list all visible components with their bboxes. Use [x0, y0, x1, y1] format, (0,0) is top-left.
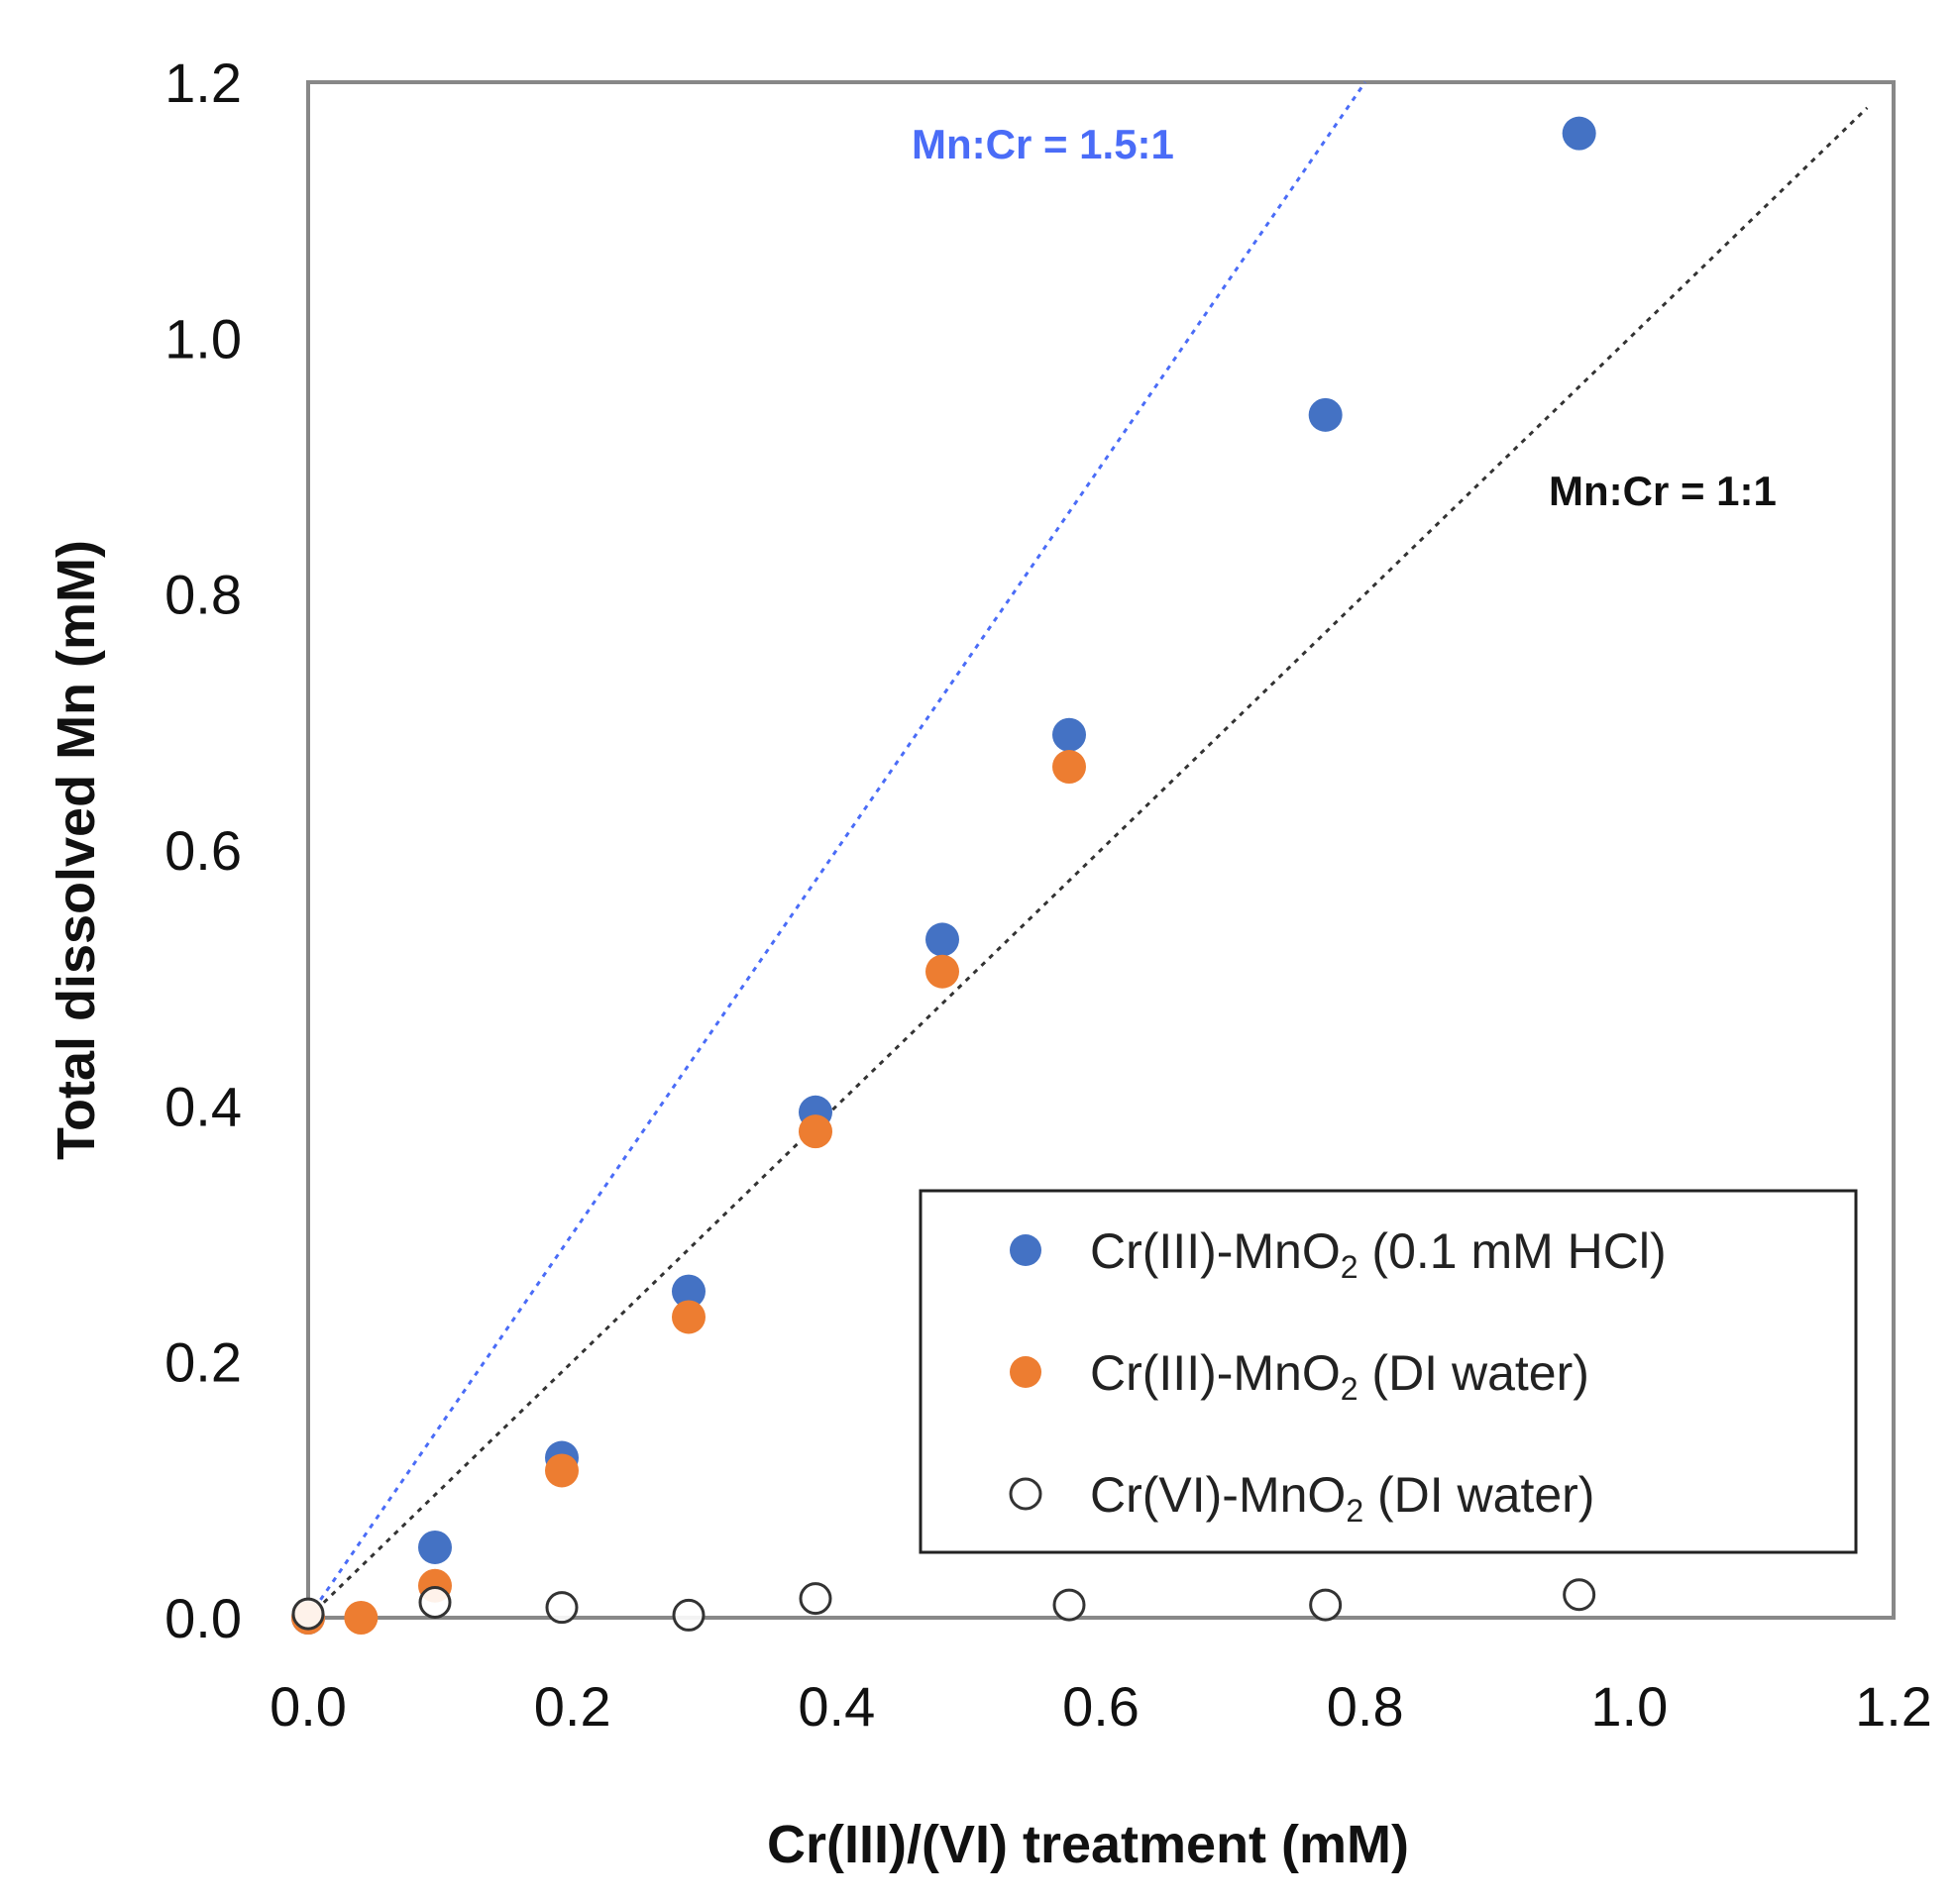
legend-label-di-cr6: Cr(VI)-MnO2 (DI water) — [1090, 1467, 1594, 1529]
ratio-label-1-5: Mn:Cr = 1.5:1 — [912, 121, 1174, 167]
y-tick-label: 0.6 — [164, 819, 242, 882]
x-tick-label: 0.2 — [534, 1675, 611, 1738]
legend-box — [919, 1189, 1858, 1554]
point-cr3-hcl — [1308, 397, 1343, 432]
legend: Cr(III)-MnO2 (0.1 mM HCl) Cr(III)-MnO2 (… — [919, 1189, 1858, 1554]
point-cr3-hcl — [1562, 116, 1596, 151]
point-cr6-di-water — [799, 1582, 832, 1616]
point-cr3-di-water — [672, 1300, 706, 1334]
point-cr6-di-water — [1309, 1588, 1343, 1622]
x-tick-label: 0.8 — [1327, 1675, 1404, 1738]
y-tick-label: 0.8 — [164, 564, 242, 626]
point-cr6-di-water — [545, 1591, 579, 1625]
point-cr3-hcl — [1052, 717, 1086, 752]
y-tick-label: 0.2 — [164, 1331, 242, 1394]
x-tick-label: 0.0 — [270, 1675, 347, 1738]
x-axis-ticks: 0.0 0.2 0.4 0.6 0.8 1.0 1.2 — [270, 1675, 1932, 1738]
point-cr3-hcl — [672, 1274, 706, 1309]
point-cr3-di-water — [799, 1114, 832, 1149]
ratio-label-1-1: Mn:Cr = 1:1 — [1549, 468, 1777, 514]
x-tick-label: 1.2 — [1855, 1675, 1932, 1738]
point-cr6-di-water — [291, 1597, 325, 1631]
reference-line-1-to-1 — [306, 106, 1869, 1620]
legend-marker-di-cr3 — [1010, 1356, 1041, 1388]
legend-marker-di-cr6 — [1009, 1477, 1042, 1511]
point-cr6-di-water — [672, 1598, 706, 1632]
point-cr6-di-water — [1563, 1578, 1596, 1612]
legend-marker-hcl — [1010, 1234, 1041, 1266]
y-axis-title: Total dissolved Mn (mM) — [47, 540, 106, 1160]
y-tick-label: 1.2 — [164, 52, 242, 114]
point-cr3-di-water — [925, 954, 959, 989]
point-cr3-di-water — [344, 1601, 379, 1635]
point-cr3-di-water — [545, 1453, 579, 1488]
x-tick-label: 0.6 — [1062, 1675, 1140, 1738]
plot-area-frame — [306, 80, 1896, 1620]
y-tick-label: 1.0 — [164, 307, 242, 370]
legend-label-di-cr3: Cr(III)-MnO2 (DI water) — [1090, 1345, 1589, 1407]
y-tick-label: 0.0 — [164, 1587, 242, 1649]
point-cr3-hcl — [418, 1530, 452, 1564]
x-axis-title: Cr(III)/(VI) treatment (mM) — [767, 1815, 1409, 1874]
y-tick-label: 0.4 — [164, 1075, 242, 1137]
x-tick-label: 0.4 — [798, 1675, 875, 1738]
data-points — [291, 116, 1596, 1635]
point-cr3-di-water — [1052, 750, 1086, 785]
legend-label-hcl: Cr(III)-MnO2 (0.1 mM HCl) — [1090, 1223, 1667, 1285]
point-cr6-di-water — [418, 1586, 452, 1619]
reference-lines — [306, 81, 1869, 1620]
y-axis-ticks: 0.0 0.2 0.4 0.6 0.8 1.0 1.2 — [164, 52, 242, 1649]
point-cr6-di-water — [1052, 1588, 1086, 1622]
point-cr3-hcl — [925, 922, 959, 957]
x-tick-label: 1.0 — [1590, 1675, 1668, 1738]
